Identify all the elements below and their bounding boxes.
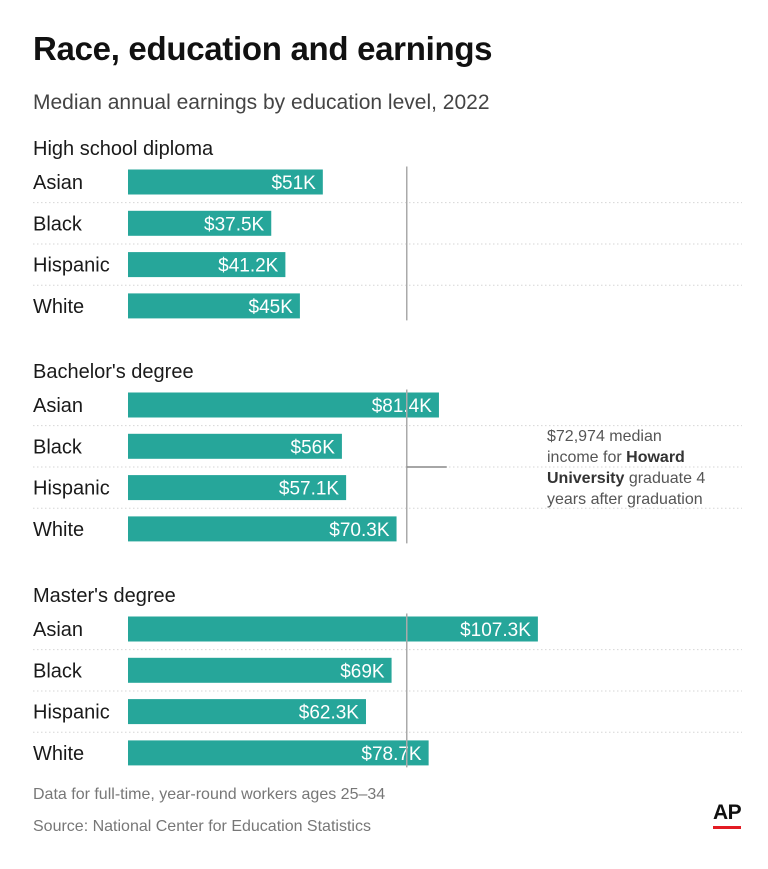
category-label: Asian — [33, 395, 83, 417]
group-title: Bachelor's degree — [33, 361, 194, 383]
category-label: Black — [33, 213, 83, 235]
bar-value-label: $62.3K — [299, 703, 360, 724]
bar-value-label: $69K — [340, 661, 385, 682]
bar — [128, 169, 323, 195]
annotation-line-3: University graduate 4 — [547, 470, 705, 487]
category-label: White — [33, 743, 84, 765]
bar-value-label: $57.1K — [279, 479, 340, 500]
category-label: Hispanic — [33, 255, 110, 277]
bar — [128, 740, 429, 766]
category-label: White — [33, 519, 84, 541]
bar-value-label: $70.3K — [329, 520, 390, 541]
bar — [128, 392, 439, 418]
category-label: Asian — [33, 172, 83, 194]
bar — [128, 475, 347, 501]
ap-logo-text: AP — [713, 801, 742, 824]
bar-chart: High school diploma Asian $51K Black $37.5K H… — [33, 138, 742, 768]
annotation-line-1: $72,974 median — [547, 428, 662, 445]
bar-value-label: $41.2K — [218, 256, 279, 277]
bar-value-label: $107.3K — [460, 620, 531, 641]
category-label: Asian — [33, 619, 83, 641]
bar — [128, 657, 392, 683]
bar — [128, 433, 342, 459]
bar — [128, 252, 286, 278]
group-title: Master's degree — [33, 585, 176, 607]
bar-value-label: $81.4K — [372, 396, 433, 417]
ap-logo-underline — [713, 826, 741, 829]
category-label: Hispanic — [33, 478, 110, 500]
annotation-line-2: income for Howard — [547, 449, 685, 466]
ap-logo: AP — [713, 802, 743, 829]
chart-title: Race, education and earnings — [33, 30, 493, 67]
bar — [128, 210, 272, 236]
bar — [128, 293, 300, 319]
bar — [128, 516, 397, 542]
bar-value-label: $45K — [249, 297, 294, 318]
bar-value-label: $78.7K — [361, 744, 422, 765]
source-note: Source: National Center for Education St… — [33, 818, 371, 835]
bar-value-label: $56K — [291, 437, 336, 458]
chart-subtitle: Median annual earnings by education leve… — [33, 91, 490, 114]
category-label: Hispanic — [33, 702, 110, 724]
bar — [128, 699, 366, 725]
annotation-line-4: years after graduation — [547, 491, 703, 508]
footnote: Data for full-time, year-round workers a… — [33, 786, 386, 803]
bar — [128, 616, 538, 642]
bar-value-label: $37.5K — [204, 214, 265, 235]
category-label: Black — [33, 436, 83, 458]
category-label: Black — [33, 660, 83, 682]
bar-value-label: $51K — [271, 173, 316, 194]
category-label: White — [33, 296, 84, 318]
group-title: High school diploma — [33, 138, 214, 160]
